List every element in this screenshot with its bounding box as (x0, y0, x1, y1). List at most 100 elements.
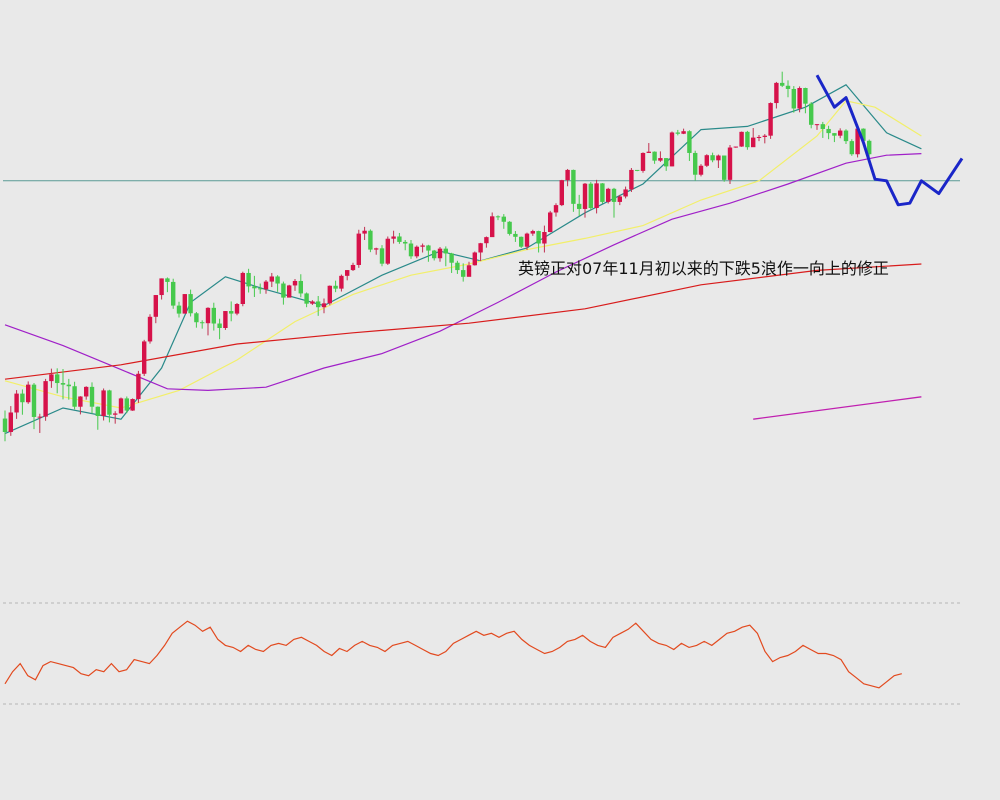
candle (780, 71, 785, 88)
candle (710, 152, 715, 163)
candle (72, 381, 77, 410)
candle-body (675, 132, 680, 134)
candle (258, 283, 263, 294)
candle-body (432, 250, 437, 259)
candle-body (437, 248, 443, 259)
candle-body (577, 203, 582, 209)
candle (507, 221, 512, 236)
candle-body (14, 393, 19, 413)
candle (327, 285, 332, 306)
candle (130, 398, 135, 411)
candle (606, 187, 611, 204)
candle-body (513, 233, 518, 237)
candle-body (652, 151, 657, 161)
candle-body (501, 216, 506, 222)
candle-body (484, 237, 489, 244)
candle (751, 128, 756, 148)
candle (675, 129, 680, 136)
candle-body (536, 231, 541, 244)
candle (229, 301, 234, 322)
candle (513, 231, 518, 242)
candle-body (153, 295, 158, 317)
candle (362, 226, 367, 240)
candle-body (710, 155, 715, 161)
candle-body (385, 238, 390, 264)
candle (495, 215, 501, 221)
candle (89, 382, 95, 414)
candle-body (588, 183, 593, 208)
candle-body (2, 418, 8, 432)
candle (739, 131, 744, 147)
candle (339, 274, 344, 292)
candle-body (66, 384, 71, 387)
candle-body (553, 205, 559, 213)
candle (316, 296, 321, 316)
candle (867, 139, 872, 159)
candle (124, 396, 129, 414)
candle (762, 134, 767, 144)
candle-body (234, 304, 240, 314)
candle-body (843, 130, 849, 142)
ma-long-line (4, 153, 922, 392)
candle (594, 179, 599, 214)
candle-body (565, 169, 570, 181)
candle (223, 311, 228, 330)
candle-body (211, 307, 216, 324)
candle (449, 252, 454, 273)
candle-body (611, 188, 617, 202)
candle (687, 130, 692, 161)
candle (832, 133, 837, 143)
candle-body (118, 398, 124, 414)
candle-body (20, 393, 25, 403)
candle-body (658, 158, 663, 161)
candle-body (559, 180, 564, 206)
candle (142, 339, 147, 376)
candle (797, 86, 802, 113)
candle (205, 307, 211, 336)
candle (78, 396, 83, 415)
candle-body (809, 103, 814, 125)
candle-body (113, 413, 118, 415)
candle-body (600, 183, 605, 202)
candle-body (820, 124, 825, 129)
candle-body (136, 373, 141, 400)
candle (501, 214, 506, 229)
candle (635, 169, 640, 172)
candle-body (832, 133, 837, 136)
candle-body (327, 285, 332, 304)
candle (565, 168, 570, 187)
candle-body (617, 196, 622, 202)
candle (669, 131, 675, 167)
candle (287, 284, 292, 298)
candle (716, 154, 721, 168)
candle (652, 151, 657, 164)
candle (8, 406, 13, 436)
candle-body (31, 384, 37, 417)
candle (403, 240, 408, 251)
candle (234, 303, 240, 316)
candle-body (582, 183, 588, 209)
candle-body (855, 128, 860, 155)
candle (785, 80, 791, 98)
candle-body (449, 253, 454, 263)
candle-body (130, 399, 135, 411)
candle-body (8, 412, 13, 432)
candle (55, 368, 60, 394)
candle (194, 312, 199, 328)
candle (397, 232, 402, 244)
candle-body (176, 305, 182, 314)
candle-body (171, 281, 176, 306)
candle-body (495, 216, 501, 218)
candle-body (635, 169, 640, 171)
candle (478, 242, 483, 262)
candle-body (269, 276, 274, 282)
candle (43, 378, 48, 421)
candle (66, 378, 71, 400)
candle-body (733, 146, 738, 148)
candle (658, 151, 663, 162)
candle (722, 155, 727, 182)
candle-body (507, 221, 512, 234)
candle (838, 128, 843, 139)
candle-body (745, 131, 750, 148)
candle-body (263, 281, 269, 290)
